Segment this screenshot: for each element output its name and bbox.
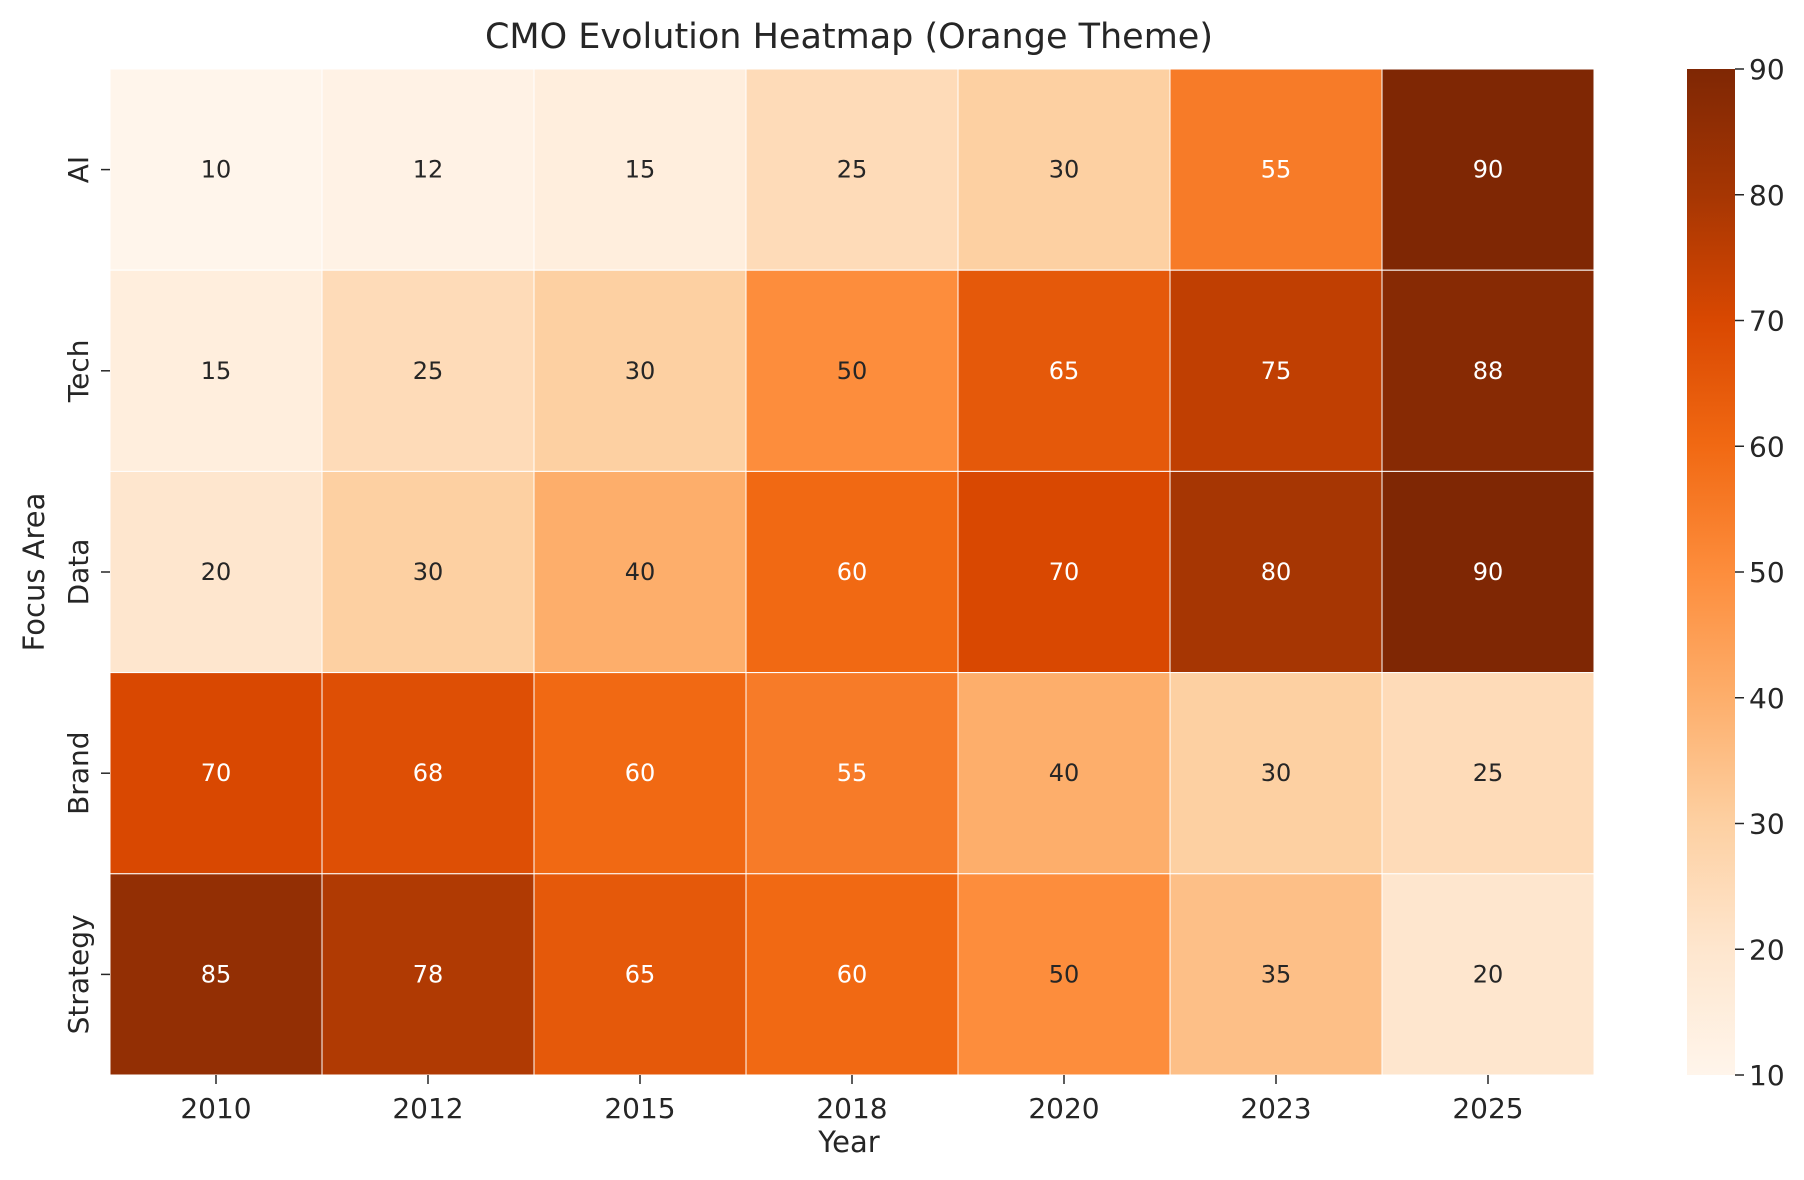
heatmap-cell (533, 269, 747, 472)
x-tick-label: 2020 (1028, 1092, 1099, 1125)
heatmap-cell (533, 68, 747, 271)
y-tick-label: Tech (62, 339, 95, 403)
heatmap-cell (1381, 68, 1595, 271)
heatmap-cell (745, 68, 959, 271)
heatmap-cell (1381, 672, 1595, 875)
heatmap-cell (1381, 470, 1595, 674)
cell-value-label: 60 (837, 960, 868, 988)
heatmap-cell (321, 672, 535, 875)
heatmap-cell (321, 68, 535, 271)
cell-value-label: 30 (625, 357, 656, 385)
heatmap-cells: 10 12 15 25 30 55 90 15 25 30 50 65 75 88 20 30 40 60 70 80… (109, 68, 1595, 1076)
cell-value-label: 50 (837, 357, 868, 385)
heatmap-cell (745, 470, 959, 674)
colorbar-tick-label: 90 (1749, 53, 1785, 86)
cell-value-label: 20 (1473, 960, 1504, 988)
cell-value-label: 90 (1473, 558, 1504, 586)
cell-value-label: 30 (1261, 759, 1292, 787)
cell-value-label: 85 (201, 960, 232, 988)
heatmap-cell (109, 68, 323, 271)
colorbar-tick-label: 70 (1749, 305, 1785, 338)
cell-value-label: 78 (413, 960, 444, 988)
cell-value-label: 88 (1473, 357, 1504, 385)
cell-value-label: 65 (1049, 357, 1080, 385)
cell-value-label: 60 (837, 558, 868, 586)
heatmap-cell (957, 269, 1171, 472)
cell-value-label: 15 (201, 357, 232, 385)
colorbar-tick-label: 50 (1749, 556, 1785, 589)
colorbar-tick-label: 80 (1749, 179, 1785, 212)
cell-value-label: 55 (1261, 156, 1292, 184)
cell-value-label: 10 (201, 156, 232, 184)
heatmap-cell (1381, 269, 1595, 472)
cell-value-label: 30 (413, 558, 444, 586)
cell-value-label: 90 (1473, 156, 1504, 184)
heatmap-cell (1169, 68, 1383, 271)
colorbar-tick-label: 60 (1749, 430, 1785, 463)
colorbar: 10 20 30 40 50 60 70 80 90 (1687, 53, 1785, 1092)
heatmap-cell (957, 672, 1171, 875)
heatmap-cell (109, 672, 323, 875)
cell-value-label: 50 (1049, 960, 1080, 988)
heatmap-cell (1381, 873, 1595, 1076)
heatmap-cell (533, 873, 747, 1076)
x-tick-label: 2015 (604, 1092, 675, 1125)
chart-title: CMO Evolution Heatmap (Orange Theme) (485, 17, 1213, 57)
cell-value-label: 68 (413, 759, 444, 787)
x-axis-label: Year (817, 1125, 879, 1159)
y-axis-label: Focus Area (17, 493, 51, 652)
heatmap-cell (533, 470, 747, 674)
heatmap-cell (1169, 470, 1383, 674)
cell-value-label: 25 (413, 357, 444, 385)
cell-value-label: 70 (1049, 558, 1080, 586)
x-tick-label: 2023 (1240, 1092, 1311, 1125)
x-tick-label: 2010 (180, 1092, 251, 1125)
x-axis: 2010 2012 2015 2018 2020 2023 2025 (180, 1075, 1524, 1125)
x-tick-label: 2018 (816, 1092, 887, 1125)
heatmap-cell (1169, 672, 1383, 875)
cell-value-label: 20 (201, 558, 232, 586)
y-axis: AI Tech Data Brand Strategy (62, 156, 110, 1034)
y-tick-label: Brand (62, 731, 95, 814)
heatmap-cell (957, 68, 1171, 271)
heatmap-cell (321, 470, 535, 674)
cell-value-label: 65 (625, 960, 656, 988)
cell-value-label: 25 (837, 156, 868, 184)
cell-value-label: 15 (625, 156, 656, 184)
cell-value-label: 80 (1261, 558, 1292, 586)
colorbar-tick-label: 10 (1749, 1059, 1785, 1092)
x-tick-label: 2025 (1452, 1092, 1523, 1125)
cell-value-label: 30 (1049, 156, 1080, 184)
colorbar-tick-label: 40 (1749, 682, 1785, 715)
cell-value-label: 55 (837, 759, 868, 787)
x-tick-label: 2012 (392, 1092, 463, 1125)
heatmap-cell (957, 470, 1171, 674)
heatmap-cell (1169, 269, 1383, 472)
cell-value-label: 25 (1473, 759, 1504, 787)
colorbar-tick-label: 20 (1749, 933, 1785, 966)
cell-value-label: 70 (201, 759, 232, 787)
heatmap-cell (109, 873, 323, 1076)
heatmap-cell (745, 672, 959, 875)
y-tick-label: Strategy (62, 914, 95, 1034)
cell-value-label: 75 (1261, 357, 1292, 385)
heatmap-cell (109, 269, 323, 472)
heatmap-cell (1169, 873, 1383, 1076)
colorbar-tick-label: 30 (1749, 808, 1785, 841)
y-tick-label: Data (62, 539, 95, 606)
cell-value-label: 12 (413, 156, 444, 184)
y-tick-label: AI (62, 156, 95, 183)
heatmap-cell (109, 470, 323, 674)
cell-value-label: 40 (625, 558, 656, 586)
cell-value-label: 40 (1049, 759, 1080, 787)
cell-value-label: 35 (1261, 960, 1292, 988)
cell-value-label: 60 (625, 759, 656, 787)
colorbar-gradient (1687, 69, 1735, 1075)
